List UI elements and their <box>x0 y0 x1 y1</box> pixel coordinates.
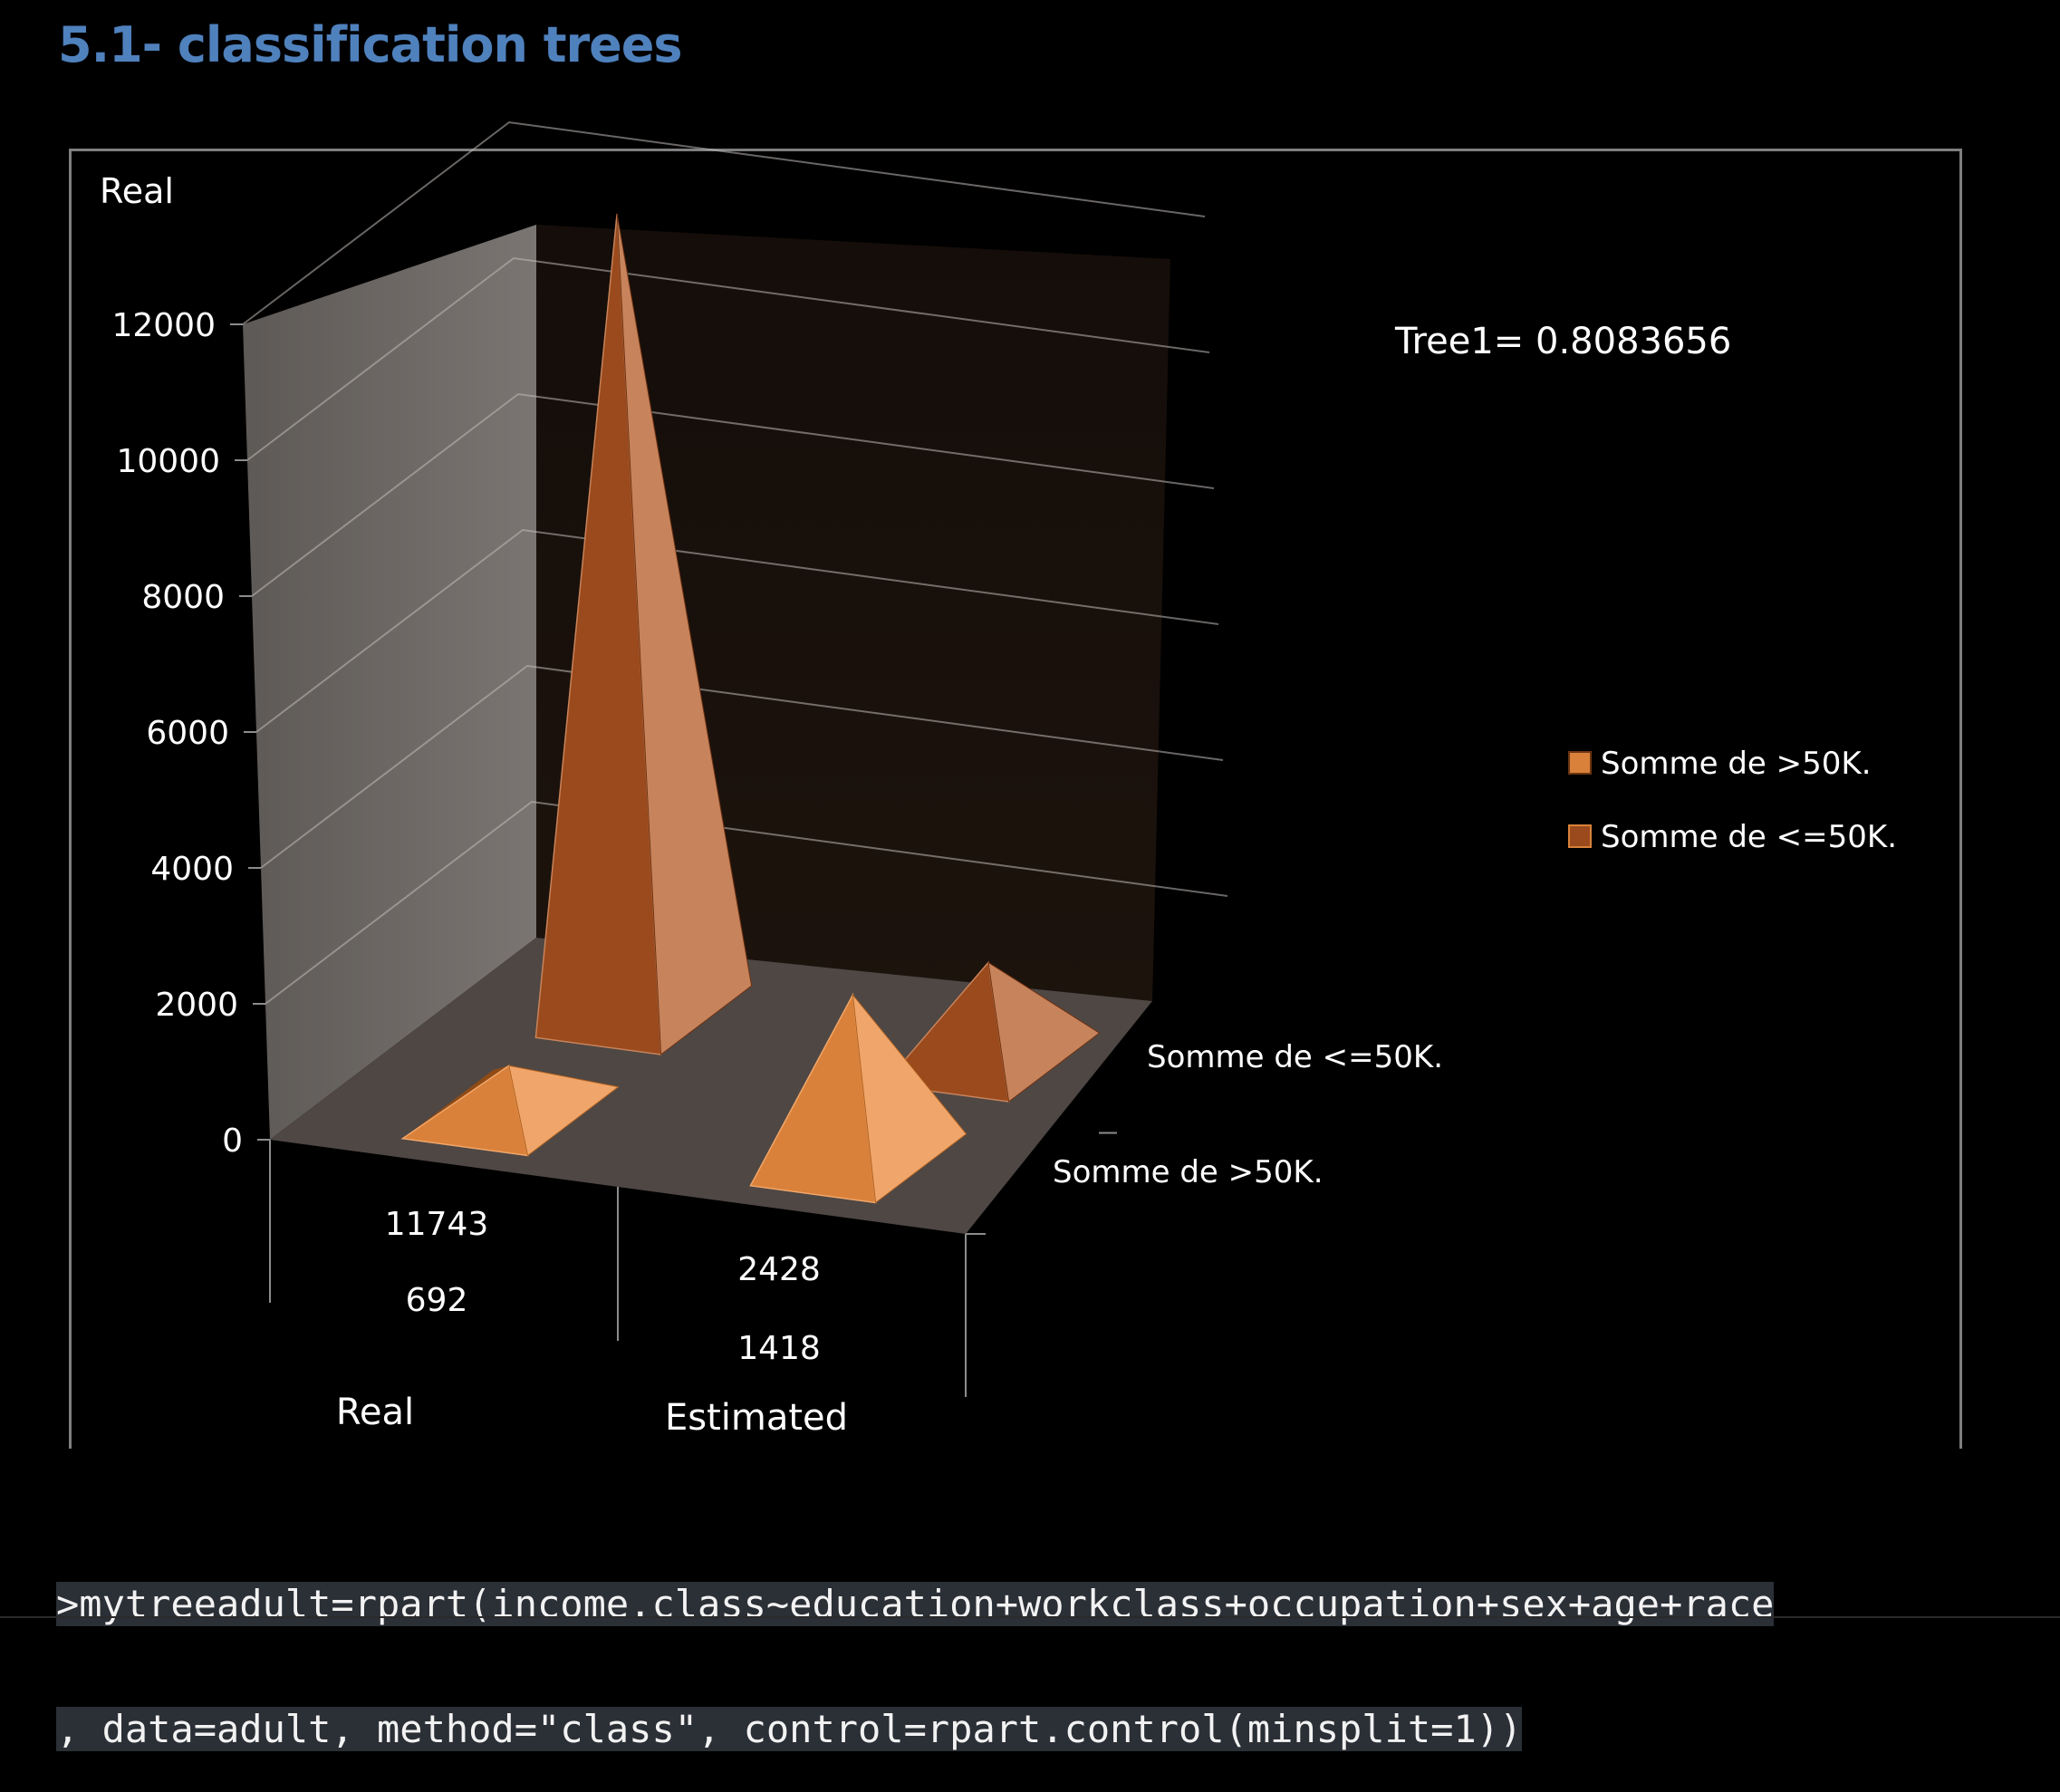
code-line-2: , data=adult, method="class", control=rp… <box>56 1707 1523 1751</box>
gridline <box>251 392 1215 597</box>
gridlines <box>230 120 1228 1141</box>
pyramid-back-series-0 <box>534 213 753 1055</box>
gridline <box>255 528 1219 733</box>
legend-label-back-series: Somme de <=50K. <box>1601 819 1897 855</box>
table-value-real-row2: 692 <box>406 1282 468 1319</box>
y-tick-label: 6000 <box>146 715 229 752</box>
category-label-real: Real <box>336 1392 414 1433</box>
chart-frame <box>69 149 1962 1449</box>
pyramid-chart: Real 0 2000 4000 6000 8000 10000 12000 Tree1= … <box>100 120 1897 1439</box>
pyramid-front-series-1 <box>749 992 967 1204</box>
table-value-estimated-row1: 2428 <box>737 1251 821 1288</box>
y-tick-label: 8000 <box>141 579 225 616</box>
depth-label-back-series: Somme de <=50K. <box>1147 1039 1443 1075</box>
chart-side-wall <box>243 225 536 1140</box>
accuracy-annotation: Tree1= 0.8083656 <box>1394 321 1731 362</box>
code-line-1: >mytreeadult=rpart(income.class~educatio… <box>56 1582 1775 1626</box>
pyramid-face <box>852 993 967 1204</box>
r-code-snippet: >mytreeadult=rpart(income.class~educatio… <box>56 1500 1775 1792</box>
y-tick-labels: 0 2000 4000 6000 8000 10000 12000 <box>111 307 243 1160</box>
y-tick-label: 0 <box>222 1122 243 1160</box>
legend: Somme de >50K. Somme de <=50K. <box>1568 746 1897 855</box>
pyramid-back-series-1 <box>881 960 1101 1103</box>
y-tick-label: 2000 <box>155 987 238 1024</box>
pyramid-front-series-0 <box>400 1065 620 1157</box>
pyramid-face <box>616 213 753 1055</box>
y-tick-label: 10000 <box>116 443 220 480</box>
page-title: 5.1- classification trees <box>58 16 683 73</box>
y-tick-label: 4000 <box>150 851 234 888</box>
gridline <box>246 256 1210 461</box>
table-value-real-row1: 11743 <box>385 1206 489 1243</box>
legend-label-front-series: Somme de >50K. <box>1601 746 1872 782</box>
table-value-estimated-row2: 1418 <box>737 1330 821 1367</box>
bottom-divider <box>0 1616 2060 1618</box>
gridline <box>260 664 1224 869</box>
legend-swatch-front-series <box>1568 751 1592 775</box>
axis-lines <box>269 1132 1117 1397</box>
pyramids <box>400 213 1101 1204</box>
category-label-estimated: Estimated <box>665 1397 848 1439</box>
legend-swatch-back-series <box>1568 824 1592 848</box>
depth-label-front-series: Somme de >50K. <box>1053 1154 1324 1190</box>
gridline <box>242 120 1206 325</box>
gridline <box>265 800 1228 1005</box>
pyramid-face <box>987 961 1101 1103</box>
axis-title: Real <box>100 171 174 211</box>
y-tick-label: 12000 <box>111 307 216 344</box>
pyramid-face <box>508 1065 620 1157</box>
